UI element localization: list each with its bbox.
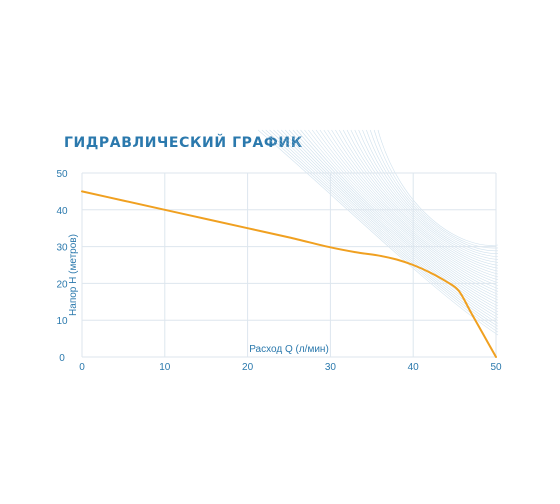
decor-line (339, 129, 499, 275)
decor-line (277, 129, 499, 321)
y-axis-label: Напор Н (метров) (68, 234, 79, 316)
decor-line (335, 129, 499, 278)
x-tick-label: 50 (490, 362, 502, 373)
decor-line (308, 129, 499, 298)
decor-line (288, 129, 499, 313)
chart-title: ГИДРАВЛИЧЕСКИЙ ГРАФИК (64, 135, 303, 151)
x-tick-label: 10 (159, 362, 171, 373)
decor-line (358, 129, 499, 260)
decor-line (377, 129, 499, 246)
y-tick-label: 40 (56, 206, 68, 217)
decor-line (281, 129, 499, 318)
x-tick-label: 20 (242, 362, 254, 373)
x-tick-label: 40 (408, 362, 420, 373)
chart-grid (81, 172, 497, 358)
decor-line (369, 129, 499, 252)
decor-line (346, 129, 499, 269)
decor-line (300, 129, 499, 304)
decor-line (257, 129, 499, 336)
x-tick-label: 30 (325, 362, 337, 373)
y-tick-label: 30 (56, 243, 68, 254)
decor-line (311, 129, 499, 295)
decor-line (273, 129, 499, 324)
decor-line (319, 129, 499, 289)
decor-line (327, 129, 499, 284)
decorative-wave-lines (257, 129, 499, 336)
x-axis-label: Расход Q (л/мин) (249, 344, 329, 355)
y-tick-label: 0 (59, 353, 65, 364)
decor-line (292, 129, 499, 310)
chart-tick-labels: 0 10 20 30 40 50 0 10 20 30 40 50 (56, 169, 502, 373)
decor-line (315, 129, 499, 292)
decor-line (342, 129, 499, 272)
decor-line (350, 129, 499, 266)
y-tick-label: 50 (56, 169, 68, 180)
y-tick-label: 20 (56, 279, 68, 290)
decor-line (354, 129, 499, 263)
decor-line (362, 129, 499, 257)
decor-line (366, 129, 499, 255)
decor-line (269, 129, 499, 327)
decor-line (296, 129, 499, 307)
y-tick-label: 10 (56, 316, 68, 327)
decor-line (284, 129, 499, 315)
decor-line (323, 129, 499, 286)
series-line (81, 190, 497, 358)
decor-line (265, 129, 499, 330)
x-tick-label: 0 (79, 362, 85, 373)
chart-series (81, 190, 497, 358)
decor-line (304, 129, 499, 301)
